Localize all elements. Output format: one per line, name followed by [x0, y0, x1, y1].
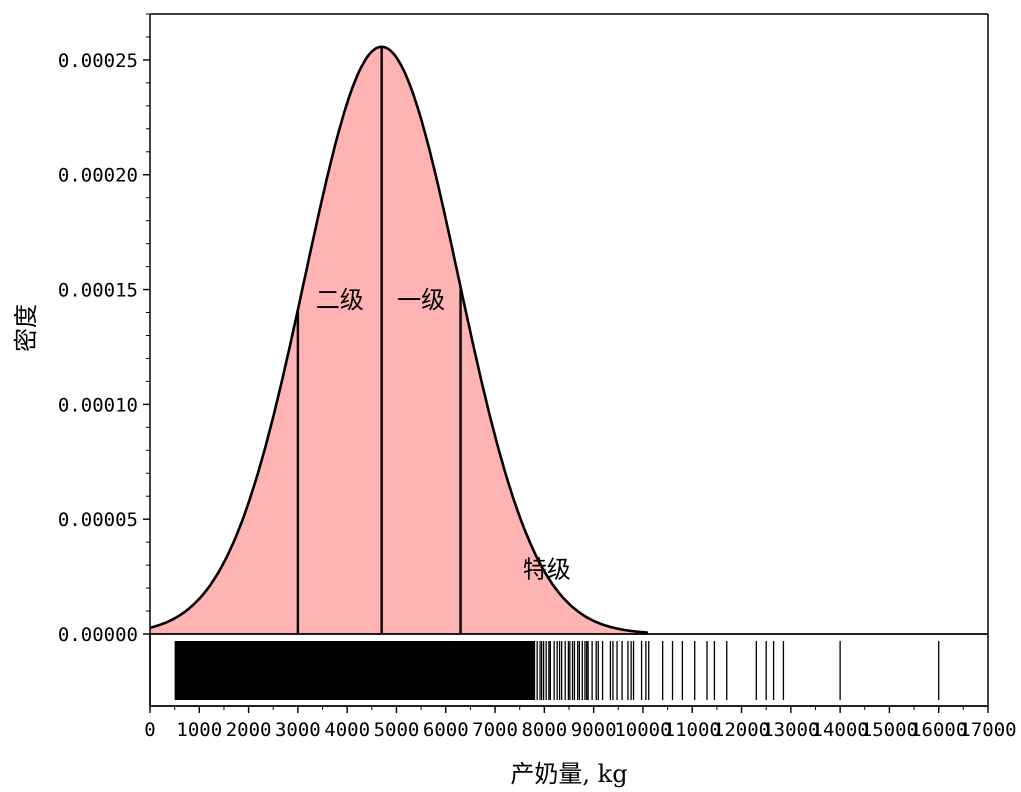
y-tick-label: 0.00000	[58, 624, 138, 646]
density-curve	[149, 45, 648, 634]
region-label-1: 二级	[316, 286, 364, 314]
y-tick-label: 0.00015	[58, 280, 138, 302]
x-tick-label: 6000	[423, 719, 469, 741]
x-tick-label: 7000	[472, 719, 518, 741]
y-tick-label: 0.00020	[58, 165, 138, 187]
x-tick-label: 17000	[959, 719, 1016, 741]
x-tick-label: 1000	[176, 719, 222, 741]
x-tick-label: 0	[144, 719, 155, 741]
x-tick-label: 13000	[762, 719, 819, 741]
x-tick-label: 12000	[713, 719, 770, 741]
axes: 0.00000 0.00005 0.00010 0.00015 0.00020 0.000…	[58, 13, 1017, 741]
region-label-2: 一级	[397, 286, 445, 314]
x-tick-label: 15000	[861, 719, 918, 741]
region-label-3: 特级	[523, 556, 571, 584]
x-tick-label: 14000	[812, 719, 869, 741]
x-tick-label: 8000	[521, 719, 567, 741]
x-tick-label: 11000	[664, 719, 721, 741]
x-axis-title: 产奶量, kg	[510, 760, 627, 788]
density-fill	[150, 46, 648, 635]
rug-dense-block	[174, 641, 535, 700]
x-tick-label: 9000	[571, 719, 617, 741]
x-tick-label: 2000	[226, 719, 272, 741]
y-axis-title: 密度	[12, 304, 40, 352]
x-tick-label: 5000	[374, 719, 420, 741]
x-tick-label: 10000	[614, 719, 671, 741]
x-tick-label: 16000	[910, 719, 967, 741]
rug-panel	[149, 633, 989, 707]
y-tick-label: 0.00005	[58, 509, 138, 531]
y-tick-label: 0.00025	[58, 50, 138, 72]
x-tick-label: 4000	[324, 719, 370, 741]
y-tick-label: 0.00010	[58, 394, 138, 416]
x-tick-label: 3000	[275, 719, 321, 741]
